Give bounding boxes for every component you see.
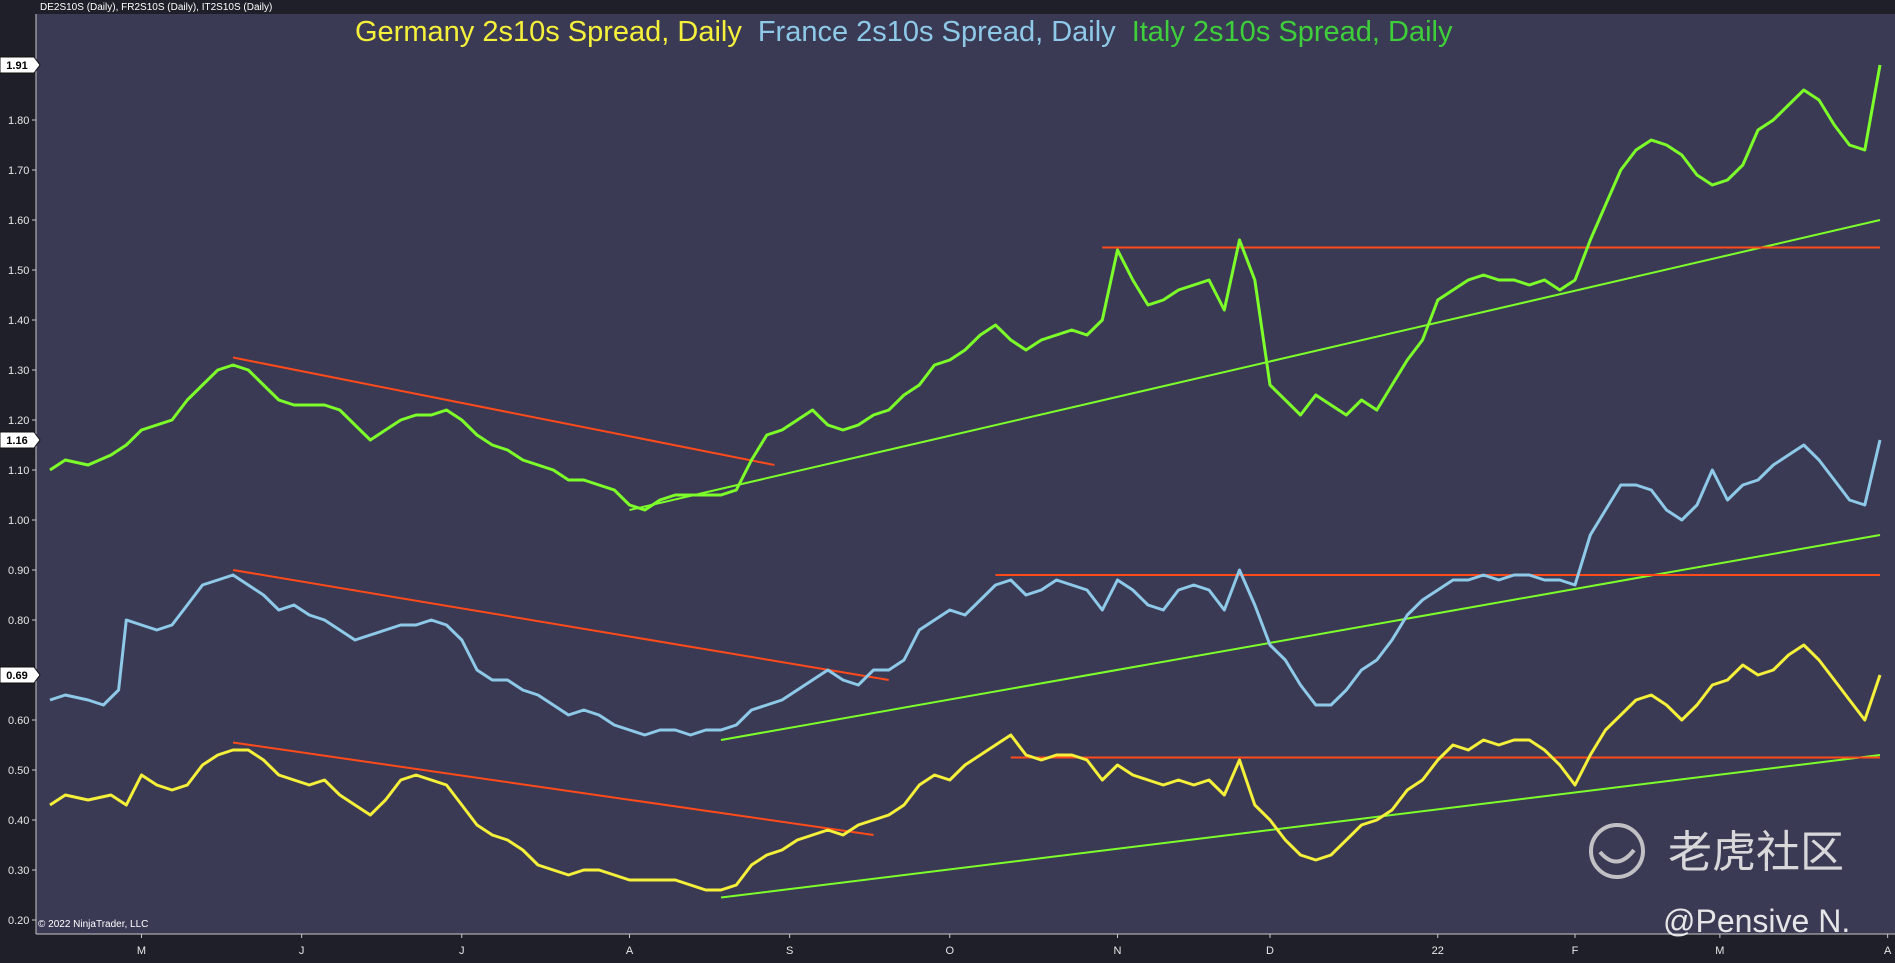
y-tick-label: 1.50 [8,265,29,277]
y-tick-label: 1.10 [8,465,29,477]
series-line-germany[interactable] [49,643,1882,892]
x-tick-label: J [299,945,305,957]
last-value-markers: 1.91 1.16 0.69 [0,56,41,684]
legend-germany: Germany 2s10s Spread, Daily [355,16,742,48]
trendline-red-6[interactable] [232,741,874,836]
series-line-italy[interactable] [49,64,1882,512]
x-tick-label: S [786,945,793,957]
x-axis: M J J A S O N D 22 F M A [36,933,1895,957]
y-tick-label: 1.30 [8,365,29,377]
y-tick-label: 0.20 [8,915,29,927]
y-tick-label: 0.50 [8,765,29,777]
x-tick-label: A [1884,945,1892,957]
tiger-logo-stripe [1598,848,1636,864]
watermark-brand: 老虎社区 [1668,828,1844,877]
plot-area[interactable] [36,14,1895,934]
x-tick-label: A [626,945,634,957]
y-tick-label: 1.60 [8,215,29,227]
last-value-flag-2 [0,666,41,684]
legend-titles: Germany 2s10s Spread, Daily France 2s10s … [355,16,1453,48]
tiger-logo-icon [1589,823,1645,879]
legend-france: France 2s10s Spread, Daily [758,16,1116,48]
legend-italy: Italy 2s10s Spread, Daily [1132,16,1453,48]
y-tick-label: 1.80 [8,115,29,127]
trendline-green-4[interactable] [720,534,1881,741]
x-tick-label: M [137,945,146,957]
y-tick-label: 0.90 [8,565,29,577]
last-value-flag-1 [0,431,41,449]
copyright: © 2022 NinjaTrader, LLC [38,919,148,930]
y-tick-label: 0.60 [8,715,29,727]
y-tick-label: 0.30 [8,865,29,877]
y-tick-label: 1.70 [8,165,29,177]
trendline-red-3[interactable] [232,569,889,681]
x-tick-label: J [459,945,465,957]
last-value-text: 1.16 [6,435,27,447]
trendline-green-7[interactable] [720,754,1881,899]
last-value-text: 0.69 [6,670,27,682]
x-tick-label: N [1114,945,1122,957]
x-tick-label: 22 [1432,945,1444,957]
last-value-flag-0 [0,56,41,74]
y-tick-label: 1.00 [8,515,29,527]
x-tick-label: D [1266,945,1274,957]
x-tick-label: F [1572,945,1579,957]
series-line-france[interactable] [49,439,1882,737]
instrument-list: DE2S10S (Daily), FR2S10S (Daily), IT2S10… [40,2,272,13]
y-tick-label: 1.40 [8,315,29,327]
watermark-author: @Pensive N. [1663,903,1850,939]
watermark: 老虎社区 @Pensive N. [1589,823,1850,939]
x-tick-label: O [945,945,954,957]
x-tick-label: M [1715,945,1724,957]
last-value-text: 1.91 [6,60,27,72]
trendlines-layer [232,219,1881,899]
y-tick-label: 0.40 [8,815,29,827]
trendline-red-0[interactable] [232,356,775,466]
trendline-green-1[interactable] [629,219,1881,511]
y-tick-label: 1.20 [8,415,29,427]
y-tick-label: 0.80 [8,615,29,627]
series-layer [49,64,1882,892]
